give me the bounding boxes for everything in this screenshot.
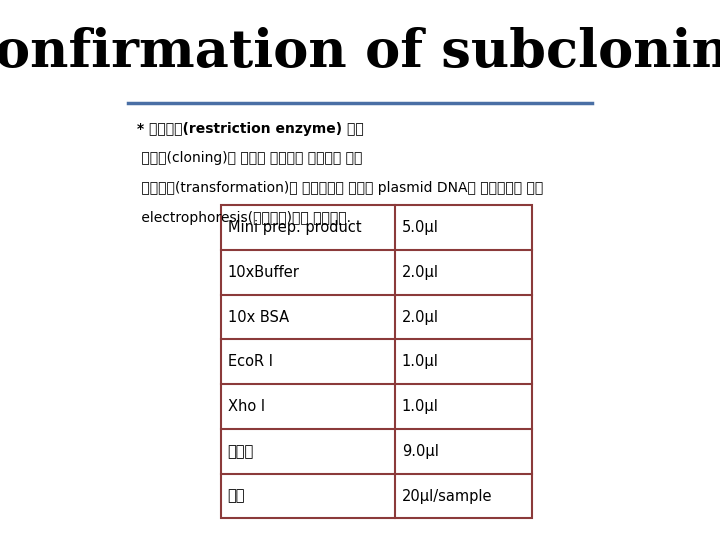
Text: 10x BSA: 10x BSA: [228, 309, 289, 325]
Bar: [221, 205, 532, 518]
Text: 합계: 합계: [228, 489, 246, 503]
Text: 5.0μl: 5.0μl: [402, 220, 438, 235]
Text: 10xBuffer: 10xBuffer: [228, 265, 300, 280]
Text: Xho I: Xho I: [228, 399, 265, 414]
Text: Confirmation of subcloning: Confirmation of subcloning: [0, 27, 720, 79]
Text: EcoR I: EcoR I: [228, 354, 273, 369]
Text: 20μl/sample: 20μl/sample: [402, 489, 492, 503]
Text: 클로닝(cloning)이 제대로 되었는지 확인하기 위해: 클로닝(cloning)이 제대로 되었는지 확인하기 위해: [138, 151, 363, 165]
Text: electrophoresis(전기영동)하여 확인한다.: electrophoresis(전기영동)하여 확인한다.: [138, 211, 351, 225]
Text: 증류수: 증류수: [228, 444, 254, 459]
Text: 2.0μl: 2.0μl: [402, 309, 438, 325]
Text: * 제한효소(restriction enzyme) 반응: * 제한효소(restriction enzyme) 반응: [138, 122, 364, 136]
Text: 2.0μl: 2.0μl: [402, 265, 438, 280]
Text: 9.0μl: 9.0μl: [402, 444, 438, 459]
Text: 1.0μl: 1.0μl: [402, 354, 438, 369]
Text: 1.0μl: 1.0μl: [402, 399, 438, 414]
Text: 형질전환(transformation)된 대장균에서 추출한 plasmid DNA를 제한효소로 잘라: 형질전환(transformation)된 대장균에서 추출한 plasmid …: [138, 181, 544, 195]
Text: Mini prep. product: Mini prep. product: [228, 220, 361, 235]
